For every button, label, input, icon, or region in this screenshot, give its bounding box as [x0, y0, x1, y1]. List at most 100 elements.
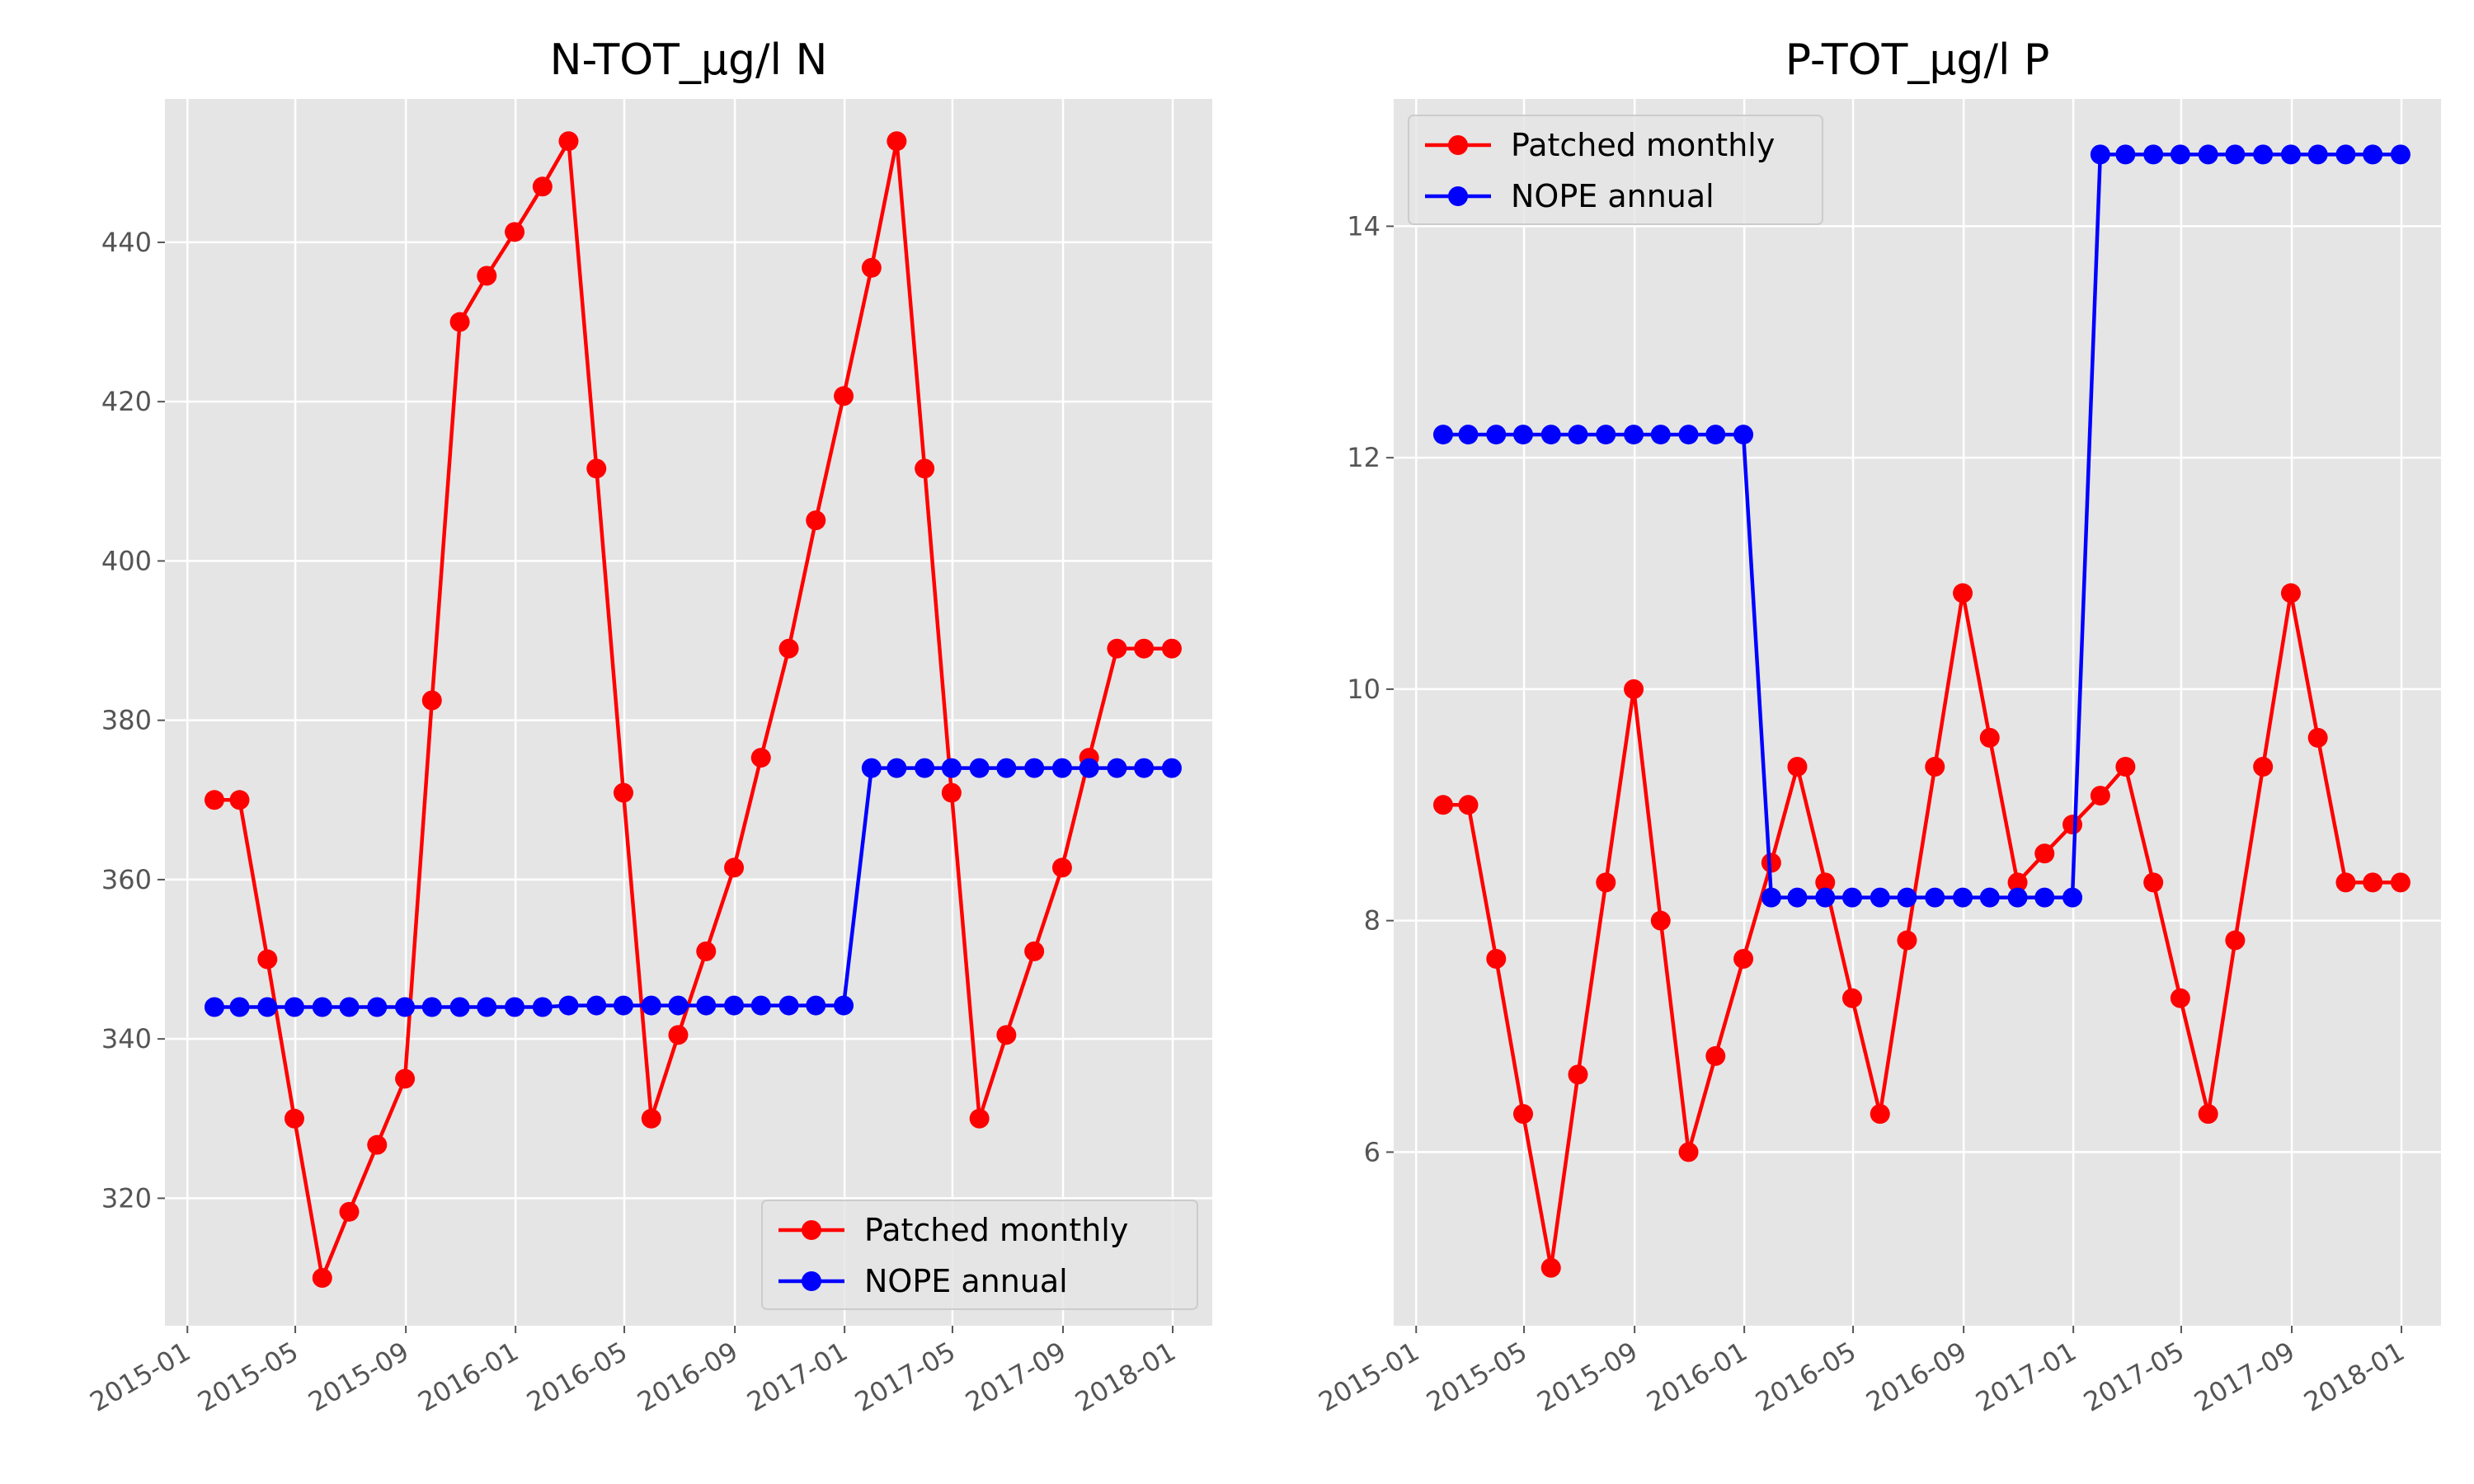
- y-tick-label: 6: [1364, 1136, 1380, 1167]
- data-point: [2034, 843, 2055, 864]
- y-tick-label: 400: [101, 545, 152, 576]
- data-point: [2062, 887, 2083, 908]
- data-point: [1870, 1104, 1890, 1125]
- data-point: [449, 997, 470, 1017]
- data-point: [915, 758, 935, 778]
- data-point: [2335, 872, 2356, 893]
- series-line: [214, 134, 1172, 1285]
- y-tick-label: 10: [1347, 674, 1380, 705]
- data-point: [1979, 887, 2000, 908]
- data-point: [668, 1025, 689, 1045]
- data-point: [2225, 144, 2246, 165]
- data-point: [1925, 887, 1945, 908]
- data-point: [834, 995, 854, 1016]
- x-tick-label: 2018-01: [2298, 1336, 2410, 1418]
- data-point: [1107, 758, 1127, 778]
- data-point: [2115, 144, 2136, 165]
- data-point: [778, 995, 799, 1016]
- plot-area: [165, 99, 1212, 1326]
- x-tick-label: 2018-01: [1070, 1336, 1181, 1418]
- legend: Patched monthly NOPE annual: [1408, 115, 1823, 225]
- data-point: [1024, 941, 1045, 961]
- data-point: [613, 995, 633, 1016]
- y-tick-label: 320: [101, 1182, 152, 1214]
- x-tick-label: 2016-09: [632, 1336, 743, 1418]
- data-point: [1134, 758, 1155, 778]
- data-point: [1678, 1142, 1699, 1162]
- data-point: [1051, 857, 1072, 878]
- legend-marker: [802, 1220, 821, 1240]
- data-point: [1568, 1064, 1588, 1085]
- data-point: [477, 997, 497, 1017]
- data-point: [1458, 425, 1479, 445]
- data-point: [1815, 872, 1836, 893]
- data-point: [941, 782, 962, 803]
- x-tick-label: 2016-05: [1750, 1336, 1861, 1418]
- data-point: [558, 131, 579, 152]
- data-point: [395, 997, 416, 1017]
- data-point: [2090, 144, 2110, 165]
- data-point: [724, 995, 745, 1016]
- y-tick-label: 440: [101, 227, 152, 258]
- legend-label: NOPE annual: [1511, 178, 1714, 214]
- x-tick-label: 2017-09: [960, 1336, 1071, 1418]
- data-point: [806, 995, 826, 1016]
- x-tick-label: 2017-05: [849, 1336, 961, 1418]
- data-point: [1897, 887, 1917, 908]
- data-point: [2198, 144, 2218, 165]
- data-point: [2170, 144, 2190, 165]
- data-point: [1512, 425, 1533, 445]
- x-tick-label: 2015-01: [84, 1336, 195, 1418]
- data-point: [1486, 949, 1507, 970]
- data-point: [969, 1108, 990, 1129]
- x-tick-label: 2016-05: [521, 1336, 633, 1418]
- data-point: [1841, 887, 1862, 908]
- y-tick-label: 12: [1347, 442, 1380, 473]
- x-tick-label: 2017-09: [2189, 1336, 2300, 1418]
- data-point: [1540, 425, 1561, 445]
- series-nope-annual: [204, 758, 1182, 1017]
- data-point: [1870, 887, 1890, 908]
- data-point: [2198, 1104, 2218, 1125]
- data-point: [1953, 887, 1973, 908]
- data-point: [1953, 583, 1973, 603]
- data-point: [257, 997, 278, 1017]
- x-tick-label: 2015-09: [1531, 1336, 1643, 1418]
- x-tick-label: 2016-09: [1860, 1336, 1972, 1418]
- x-tick-label: 2017-01: [1970, 1336, 2081, 1418]
- data-point: [1705, 425, 1726, 445]
- legend-label: NOPE annual: [864, 1263, 1068, 1299]
- data-point: [996, 758, 1017, 778]
- data-point: [1815, 887, 1836, 908]
- data-point: [339, 1201, 360, 1222]
- data-point: [477, 265, 497, 286]
- data-point: [2280, 583, 2301, 603]
- data-point: [1761, 887, 1781, 908]
- data-point: [2225, 930, 2246, 951]
- data-point: [1432, 425, 1453, 445]
- data-point: [641, 995, 661, 1016]
- data-point: [1540, 1257, 1561, 1278]
- data-point: [2307, 727, 2328, 748]
- data-point: [1650, 425, 1671, 445]
- data-point: [1161, 638, 1182, 659]
- data-point: [750, 748, 771, 768]
- data-point: [367, 1134, 388, 1155]
- data-point: [724, 857, 745, 878]
- y-tick-label: 14: [1347, 210, 1380, 242]
- data-point: [1568, 425, 1588, 445]
- data-point: [861, 257, 882, 278]
- data-point: [1624, 679, 1644, 699]
- data-point: [1979, 727, 2000, 748]
- x-tick-label: 2017-05: [2078, 1336, 2189, 1418]
- y-tick-label: 380: [101, 705, 152, 736]
- x-tick-label: 2015-01: [1313, 1336, 1424, 1418]
- data-point: [2307, 144, 2328, 165]
- data-point: [532, 176, 553, 197]
- data-point: [1051, 758, 1072, 778]
- data-point: [2143, 144, 2164, 165]
- data-point: [1897, 930, 1917, 951]
- data-point: [1161, 758, 1182, 778]
